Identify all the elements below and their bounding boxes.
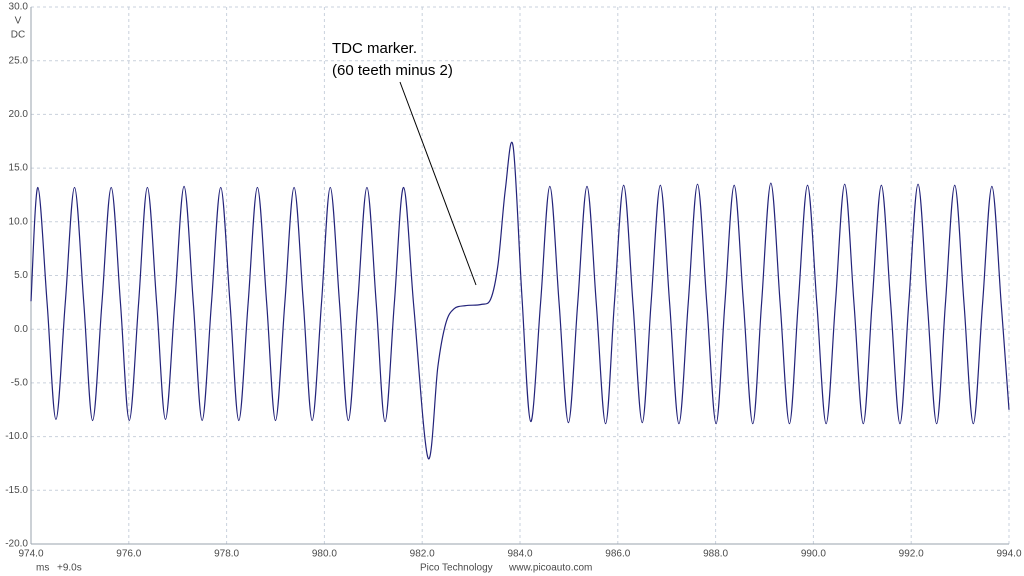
waveform [30,141,1010,460]
footer-url: www.picoauto.com [508,563,592,574]
x-tick-label: 986.0 [605,549,630,560]
y-tick-label: 5.0 [14,270,28,281]
y-tick-label: 20.0 [9,109,29,120]
x-tick-label: 976.0 [116,549,141,560]
y-unit: V [15,16,22,27]
x-unit: ms [36,563,49,574]
x-tick-label: 988.0 [703,549,728,560]
x-tick-label: 982.0 [410,549,435,560]
y-unit-coupling: DC [11,30,25,41]
y-tick-label: 25.0 [9,55,29,66]
y-tick-label: 0.0 [14,324,28,335]
annotation-detail: (60 teeth minus 2) [332,62,453,79]
footer-brand: Pico Technology [420,563,493,574]
x-tick-label: 974.0 [18,549,43,560]
y-tick-label: -15.0 [5,485,28,496]
x-tick-label: 990.0 [801,549,826,560]
x-tick-label: 978.0 [214,549,239,560]
x-tick-label: 992.0 [899,549,924,560]
annotation-pointer [399,81,477,286]
annotation-title: TDC marker. [332,40,417,57]
y-tick-label: 15.0 [9,163,29,174]
x-tick-label: 984.0 [507,549,532,560]
y-tick-label: 10.0 [9,216,29,227]
x-tick-label: 980.0 [312,549,337,560]
time-offset: +9.0s [57,563,82,574]
y-tick-label: 30.0 [9,2,29,13]
plot-area: 30.0 25.0 20.0 15.0 10.0 5.0 0.0 -5.0 -10.0 -15.0… [5,2,1022,560]
y-tick-label: -10.0 [5,431,28,442]
y-tick-label: -20.0 [5,539,28,550]
y-tick-label: -5.0 [11,378,29,389]
x-tick-label: 994.0 [996,549,1021,560]
